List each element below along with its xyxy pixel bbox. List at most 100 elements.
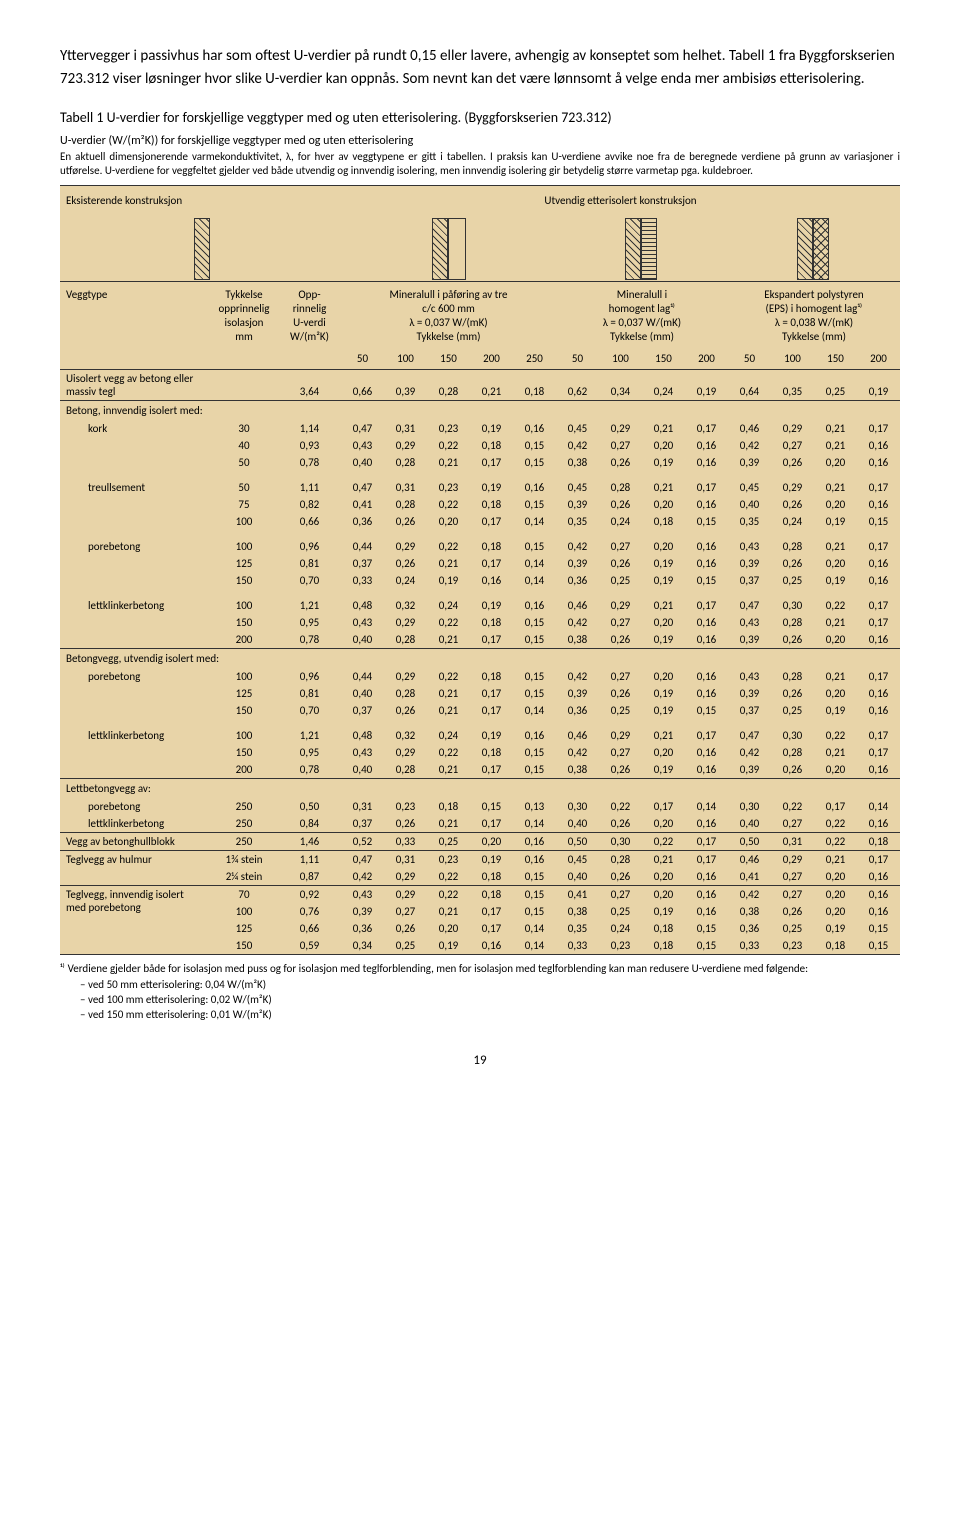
cell: 0,16 bbox=[685, 614, 728, 631]
icon-eps bbox=[728, 215, 900, 282]
cell: 0,39 bbox=[728, 761, 771, 779]
cell: 0,16 bbox=[513, 851, 556, 869]
cell: 0,17 bbox=[685, 420, 728, 437]
cell: 0,17 bbox=[642, 798, 685, 815]
cell: 0,45 bbox=[556, 420, 599, 437]
cell: 0,30 bbox=[728, 798, 771, 815]
cell: 0,19 bbox=[642, 572, 685, 589]
col-mineral-stud: Mineralull i påføring av tre c/c 600 mm … bbox=[341, 282, 556, 350]
cell: 0,25 bbox=[384, 937, 427, 955]
cell: 0,19 bbox=[470, 471, 513, 496]
cell: 100 bbox=[210, 513, 278, 530]
cell: 0,21 bbox=[642, 471, 685, 496]
cell: 0,16 bbox=[857, 903, 900, 920]
cell: 0,27 bbox=[599, 437, 642, 454]
cell: 0,35 bbox=[728, 513, 771, 530]
cell: 0,17 bbox=[857, 719, 900, 744]
row-label bbox=[60, 631, 210, 649]
row-label: Teglvegg, innvendig isolert med porebeto… bbox=[60, 886, 210, 955]
cell: 0,26 bbox=[384, 555, 427, 572]
cell: 0,18 bbox=[642, 937, 685, 955]
cell: 250 bbox=[210, 833, 278, 851]
thickness-col: 100 bbox=[599, 349, 642, 370]
cell: 0,84 bbox=[278, 815, 341, 833]
cell: 0,21 bbox=[814, 530, 857, 555]
cell: 100 bbox=[210, 668, 278, 685]
cell: 0,36 bbox=[728, 920, 771, 937]
cell: 0,33 bbox=[384, 833, 427, 851]
cell: 0,26 bbox=[771, 631, 814, 649]
section-label: Lettbetongvegg av: bbox=[60, 779, 900, 799]
table-intro: En aktuell dimensjonerende varmekondukti… bbox=[60, 150, 900, 180]
cell: 0,18 bbox=[513, 370, 556, 401]
cell: 0,20 bbox=[814, 685, 857, 702]
cell: 0,70 bbox=[278, 572, 341, 589]
cell: 1,21 bbox=[278, 719, 341, 744]
cell: 0,18 bbox=[470, 668, 513, 685]
cell: 0,20 bbox=[642, 496, 685, 513]
cell: 0,29 bbox=[384, 530, 427, 555]
cell: 0,20 bbox=[814, 868, 857, 886]
cell: 0,40 bbox=[728, 815, 771, 833]
cell: 0,47 bbox=[728, 719, 771, 744]
icon-existing bbox=[60, 215, 341, 282]
cell: 0,29 bbox=[384, 614, 427, 631]
row-label bbox=[60, 454, 210, 471]
cell: 0,27 bbox=[599, 530, 642, 555]
cell: 0,29 bbox=[599, 719, 642, 744]
intro-paragraph: Yttervegger i passivhus har som oftest U… bbox=[60, 45, 900, 90]
cell: 0,41 bbox=[556, 886, 599, 904]
cell: 1,21 bbox=[278, 589, 341, 614]
cell: 0,19 bbox=[685, 370, 728, 401]
cell: 1,46 bbox=[278, 833, 341, 851]
cell: 0,38 bbox=[728, 903, 771, 920]
cell: 0,15 bbox=[513, 631, 556, 649]
thickness-col: 100 bbox=[771, 349, 814, 370]
cell: 0,14 bbox=[513, 572, 556, 589]
cell: 0,29 bbox=[599, 589, 642, 614]
cell: 0,28 bbox=[384, 631, 427, 649]
col-veggtype: Veggtype bbox=[60, 282, 210, 350]
cell: 0,42 bbox=[556, 530, 599, 555]
cell: 0,18 bbox=[470, 886, 513, 904]
cell: 0,23 bbox=[771, 937, 814, 955]
footnotes: ¹⁾ Verdiene gjelder både for isolasjon m… bbox=[60, 961, 900, 1023]
cell: 0,19 bbox=[642, 903, 685, 920]
footnote-sub: – ved 100 mm etterisolering: 0,02 W/(m²K… bbox=[60, 992, 900, 1007]
cell: 0,28 bbox=[771, 530, 814, 555]
cell: 0,21 bbox=[642, 851, 685, 869]
cell: 125 bbox=[210, 685, 278, 702]
cell: 0,42 bbox=[728, 744, 771, 761]
cell: 0,17 bbox=[470, 903, 513, 920]
cell: 0,39 bbox=[728, 685, 771, 702]
cell: 0,28 bbox=[771, 744, 814, 761]
cell: 0,26 bbox=[599, 685, 642, 702]
cell: 0,33 bbox=[556, 937, 599, 955]
cell: 250 bbox=[210, 815, 278, 833]
cell: 0,30 bbox=[771, 589, 814, 614]
cell: 0,15 bbox=[513, 761, 556, 779]
cell: 0,28 bbox=[384, 761, 427, 779]
cell: 0,17 bbox=[685, 833, 728, 851]
cell: 0,23 bbox=[599, 937, 642, 955]
cell: 0,20 bbox=[642, 530, 685, 555]
cell: 0,17 bbox=[857, 471, 900, 496]
cell: 0,29 bbox=[771, 851, 814, 869]
cell: 0,20 bbox=[427, 920, 470, 937]
cell: 0,43 bbox=[341, 614, 384, 631]
icon-mineral-hom bbox=[556, 215, 728, 282]
col-eps: Ekspandert polystyren (EPS) i homogent l… bbox=[728, 282, 900, 350]
cell: 0,17 bbox=[857, 851, 900, 869]
cell: 0,21 bbox=[642, 589, 685, 614]
cell: 0,15 bbox=[470, 798, 513, 815]
cell: 0,20 bbox=[814, 886, 857, 904]
cell: 200 bbox=[210, 631, 278, 649]
cell: 0,76 bbox=[278, 903, 341, 920]
cell: 0,19 bbox=[642, 631, 685, 649]
cell: 0,19 bbox=[642, 685, 685, 702]
cell: 0,21 bbox=[427, 685, 470, 702]
cell: 0,16 bbox=[685, 815, 728, 833]
cell: 0,29 bbox=[384, 668, 427, 685]
row-label: lettklinkerbetong bbox=[60, 589, 210, 614]
cell: 0,27 bbox=[384, 903, 427, 920]
